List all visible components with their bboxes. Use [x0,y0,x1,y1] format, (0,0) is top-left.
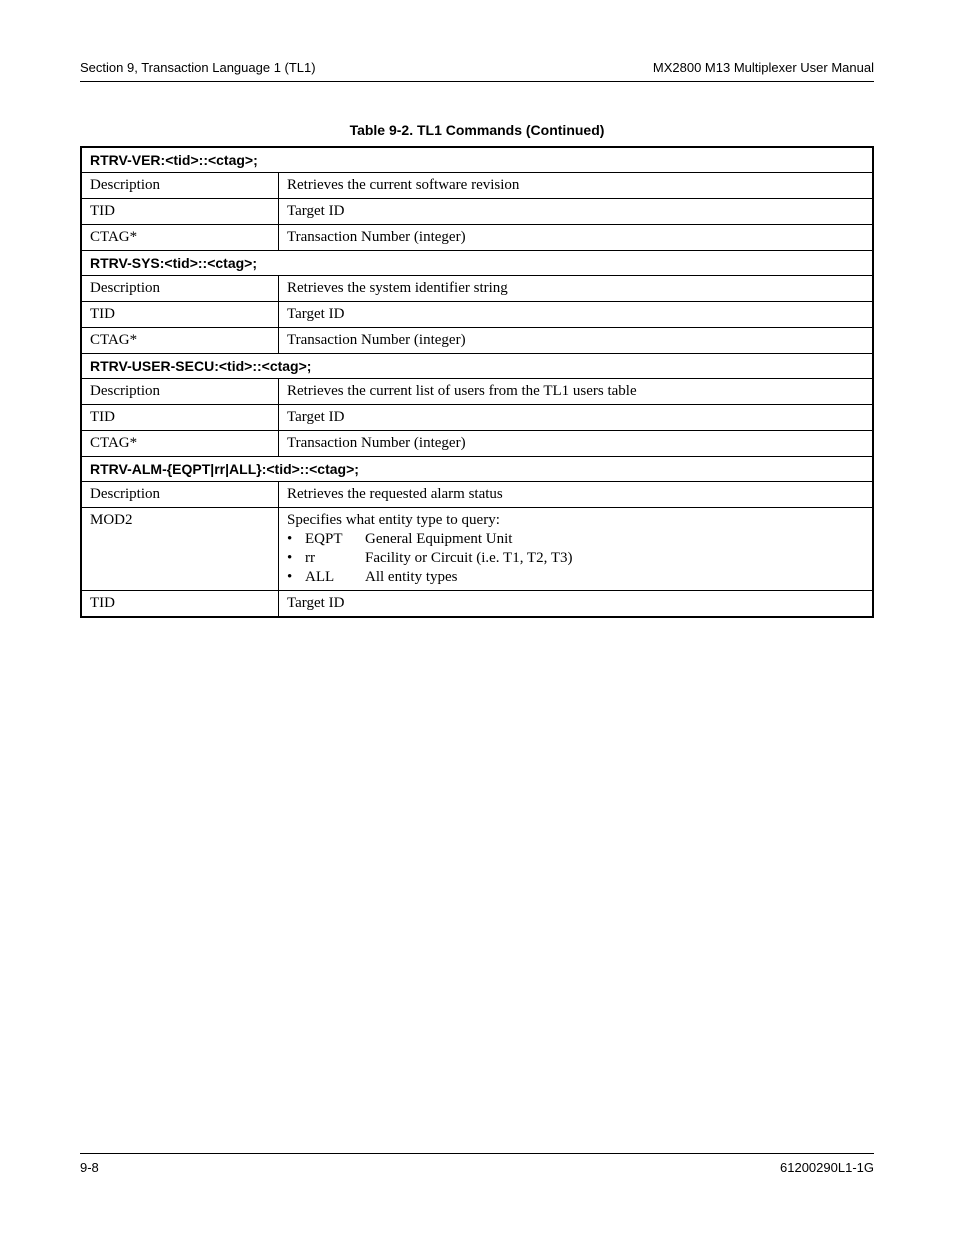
command-header: RTRV-ALM-{EQPT|rr|ALL}:<tid>::<ctag>; [81,457,873,482]
tl1-commands-table: RTRV-VER:<tid>::<ctag>;DescriptionRetrie… [80,146,874,618]
param-desc: Target ID [279,405,874,431]
param-desc: Specifies what entity type to query:•EQP… [279,508,874,591]
param-name: TID [81,199,279,225]
param-name: TID [81,405,279,431]
param-desc: Retrieves the current list of users from… [279,379,874,405]
page-footer: 9-8 61200290L1-1G [80,1153,874,1175]
param-name: CTAG* [81,225,279,251]
bullet-item: •ALLAll entity types [287,569,864,586]
param-desc: Retrieves the requested alarm status [279,482,874,508]
param-name: Description [81,276,279,302]
param-name: Description [81,379,279,405]
table-caption: Table 9-2. TL1 Commands (Continued) [80,122,874,138]
page-header: Section 9, Transaction Language 1 (TL1) … [80,60,874,75]
command-header: RTRV-VER:<tid>::<ctag>; [81,147,873,173]
param-name: MOD2 [81,508,279,591]
param-desc: Target ID [279,199,874,225]
param-desc: Transaction Number (integer) [279,225,874,251]
header-left: Section 9, Transaction Language 1 (TL1) [80,60,316,75]
param-desc: Target ID [279,302,874,328]
param-name: CTAG* [81,328,279,354]
param-desc: Target ID [279,591,874,618]
header-rule [80,81,874,82]
param-name: TID [81,302,279,328]
param-desc: Retrieves the system identifier string [279,276,874,302]
param-name: Description [81,482,279,508]
param-name: TID [81,591,279,618]
command-header: RTRV-SYS:<tid>::<ctag>; [81,251,873,276]
bullet-item: •rrFacility or Circuit (i.e. T1, T2, T3) [287,550,864,567]
header-right: MX2800 M13 Multiplexer User Manual [653,60,874,75]
param-desc: Retrieves the current software revision [279,173,874,199]
param-name: CTAG* [81,431,279,457]
param-name: Description [81,173,279,199]
footer-left: 9-8 [80,1160,99,1175]
command-header: RTRV-USER-SECU:<tid>::<ctag>; [81,354,873,379]
param-desc: Transaction Number (integer) [279,328,874,354]
footer-right: 61200290L1-1G [780,1160,874,1175]
param-desc: Transaction Number (integer) [279,431,874,457]
bullet-item: •EQPTGeneral Equipment Unit [287,531,864,548]
